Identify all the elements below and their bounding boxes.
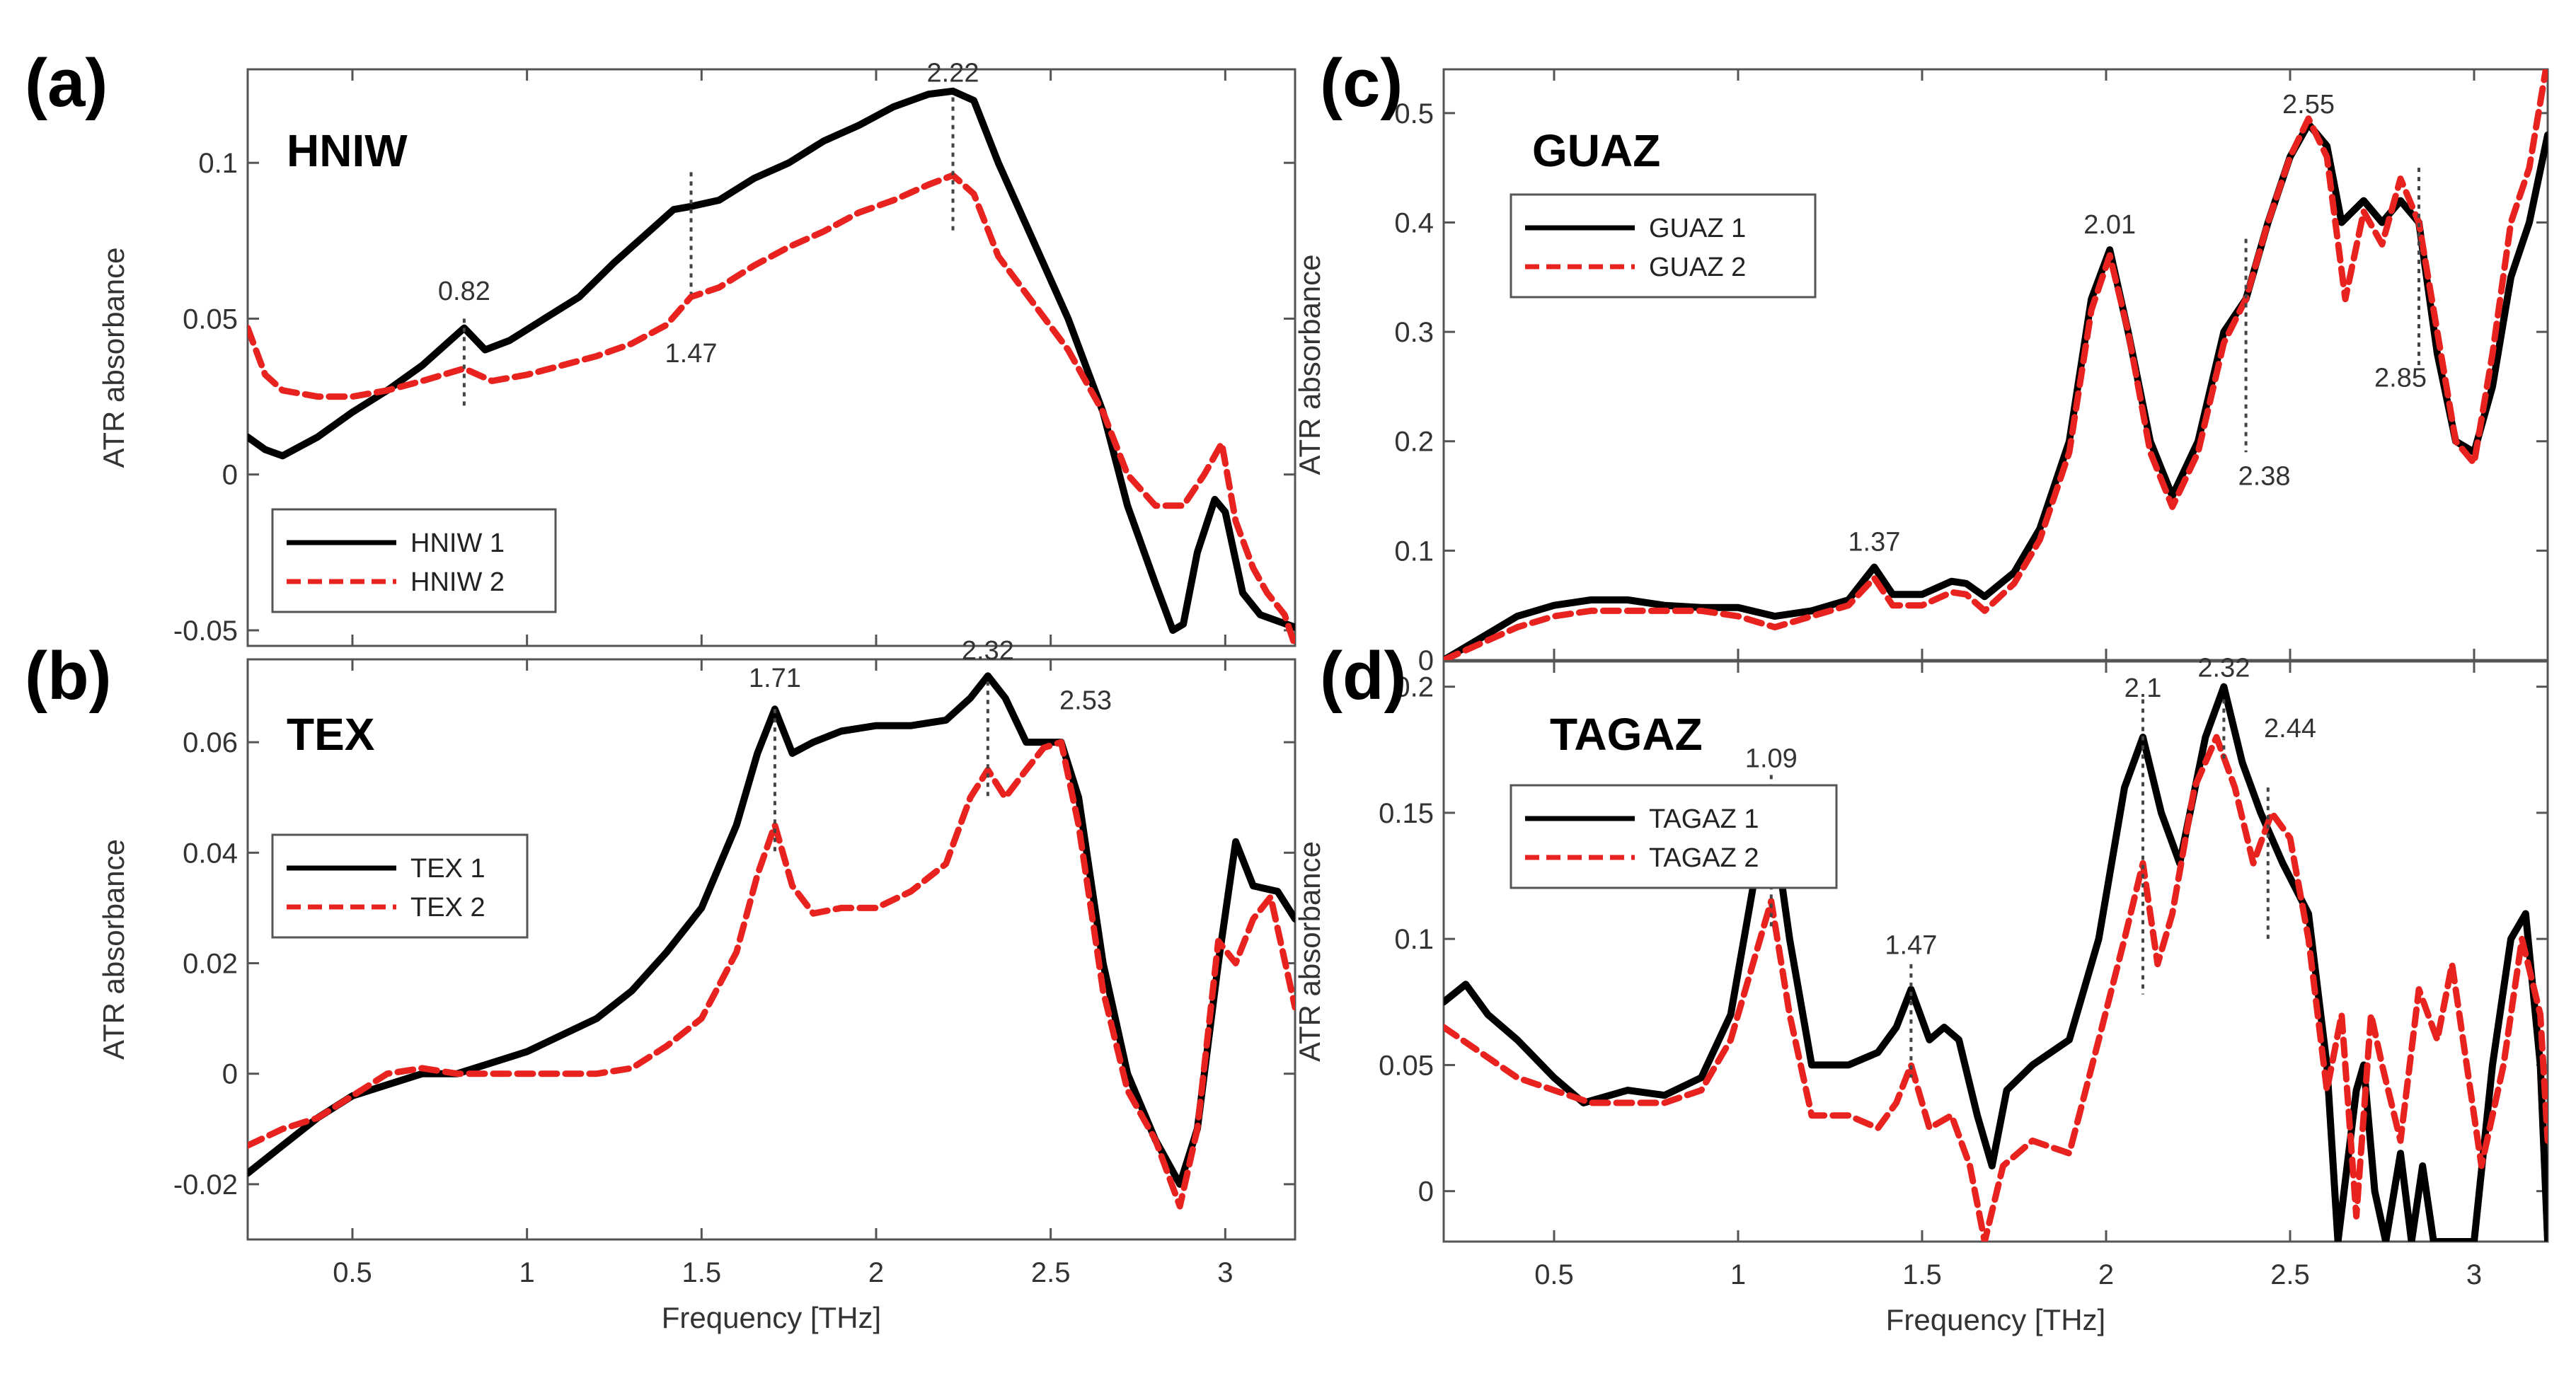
legend-label: GUAZ 1 — [1649, 214, 1746, 243]
panel-letter: (d) — [1320, 638, 1407, 714]
peak-label: 2.32 — [962, 636, 1014, 666]
series-line-1 — [248, 172, 1295, 646]
y-tick-label: -0.05 — [173, 615, 238, 647]
peak-label: 1.71 — [749, 664, 801, 693]
peak-label: 2.85 — [2374, 363, 2427, 393]
y-tick-label: 0 — [1418, 645, 1434, 676]
peak-label: 2.1 — [2124, 673, 2162, 703]
x-tick-label: 3 — [1217, 1257, 1233, 1288]
peak-label: 2.32 — [2197, 653, 2250, 683]
y-axis-label: ATR absorbance — [97, 247, 130, 468]
legend-box — [1510, 784, 1838, 889]
legend-label: TAGAZ 2 — [1649, 843, 1759, 873]
x-tick-label: 1 — [519, 1257, 535, 1288]
series-line-1 — [248, 739, 1295, 1210]
x-axis-label: Frequency [THz] — [662, 1301, 881, 1334]
panel-2: 0 0.1 0.2 0.3 0.4 0.5 ATR absorbance 1.37 2.01 2.… — [1293, 45, 2549, 676]
y-tick-label: 0.04 — [183, 838, 238, 869]
y-tick-label: 0.3 — [1394, 317, 1434, 348]
y-tick-label: 0.05 — [183, 303, 238, 335]
series-group — [1444, 683, 2548, 1242]
legend-box — [1510, 193, 1817, 299]
y-tick-label: 0.2 — [1394, 427, 1434, 458]
x-tick-label: 0.5 — [333, 1257, 372, 1288]
series-line-1 — [1444, 734, 2548, 1242]
legend-label: GUAZ 2 — [1649, 253, 1746, 282]
x-tick-label: 1.5 — [682, 1257, 722, 1288]
legend-box — [271, 833, 529, 939]
peak-label: 2.38 — [2238, 462, 2291, 492]
peak-label: 1.47 — [665, 339, 718, 369]
y-axis-label: ATR absorbance — [1293, 841, 1326, 1062]
plot-frame — [1442, 660, 2549, 1243]
x-tick-label: 2 — [868, 1257, 884, 1288]
y-tick-label: 0.02 — [183, 949, 238, 980]
legend-label: HNIW 2 — [410, 567, 505, 597]
peak-label: 2.44 — [2264, 714, 2316, 744]
peak-label: 2.55 — [2282, 90, 2335, 120]
peak-label: 1.37 — [1848, 527, 1900, 557]
panel-0: -0.05 0 0.05 0.1 ATR absorbance 0.82 1.47 2.22 (… — [25, 45, 1296, 647]
y-tick-label: 0.05 — [1379, 1050, 1434, 1081]
peak-label: 2.22 — [927, 59, 979, 88]
x-tick-label: 2.5 — [2270, 1259, 2310, 1290]
y-axis-label: ATR absorbance — [1293, 254, 1326, 475]
x-tick-label: 0.5 — [1534, 1259, 1574, 1290]
x-tick-label: 2.5 — [1031, 1257, 1071, 1288]
series-line-1 — [1444, 69, 2548, 660]
legend-label: HNIW 1 — [410, 528, 505, 558]
plot-frame — [1442, 68, 2549, 661]
x-tick-label: 2 — [2098, 1259, 2114, 1290]
y-tick-label: -0.02 — [173, 1169, 238, 1201]
panel-3: 0.5 1 1.5 2 2.5 3 0 0.05 0.1 0.15 0.2 ATR absorbanc… — [1293, 638, 2549, 1336]
y-tick-label: 0.15 — [1379, 798, 1434, 829]
compound-title: TEX — [287, 709, 375, 760]
y-tick-label: 0.2 — [1394, 672, 1434, 703]
legend-label: TEX 1 — [410, 854, 485, 884]
legend-box — [271, 508, 557, 613]
y-tick-label: 0.1 — [198, 148, 238, 179]
x-tick-label: 1.5 — [1902, 1259, 1942, 1290]
y-tick-label: 0.1 — [1394, 536, 1434, 567]
x-tick-label: 1 — [1730, 1259, 1746, 1290]
panel-letter: (b) — [25, 638, 112, 714]
series-line-0 — [1444, 683, 2548, 1242]
series-line-0 — [248, 87, 1295, 634]
legend-label: TEX 2 — [410, 893, 485, 923]
series-line-0 — [248, 672, 1295, 1188]
peak-label: 2.53 — [1059, 686, 1112, 715]
peak-label: 0.82 — [438, 277, 490, 306]
y-tick-label: 0.1 — [1394, 924, 1434, 955]
y-tick-label: 0 — [222, 460, 238, 491]
peak-label: 1.47 — [1885, 931, 1937, 961]
series-group — [1444, 69, 2548, 660]
y-tick-label: 0.5 — [1394, 98, 1434, 129]
y-tick-label: 0 — [222, 1059, 238, 1090]
plot-frame — [246, 658, 1296, 1241]
compound-title: TAGAZ — [1550, 709, 1703, 760]
peak-label: 1.09 — [1745, 744, 1798, 774]
compound-title: HNIW — [287, 125, 408, 176]
y-tick-label: 0.06 — [183, 727, 238, 758]
y-tick-label: 0.4 — [1394, 207, 1434, 238]
compound-title: GUAZ — [1532, 125, 1660, 176]
series-group — [248, 87, 1295, 646]
plot-frame — [246, 68, 1296, 647]
y-tick-label: 0 — [1418, 1176, 1434, 1208]
legend-label: TAGAZ 1 — [1649, 804, 1759, 834]
panel-letter: (a) — [25, 45, 108, 121]
series-group — [248, 672, 1295, 1210]
panel-letter: (c) — [1320, 45, 1403, 121]
x-tick-label: 3 — [2466, 1259, 2482, 1290]
x-axis-label: Frequency [THz] — [1886, 1303, 2105, 1336]
peak-label: 2.01 — [2083, 210, 2136, 240]
y-axis-label: ATR absorbance — [97, 839, 130, 1060]
